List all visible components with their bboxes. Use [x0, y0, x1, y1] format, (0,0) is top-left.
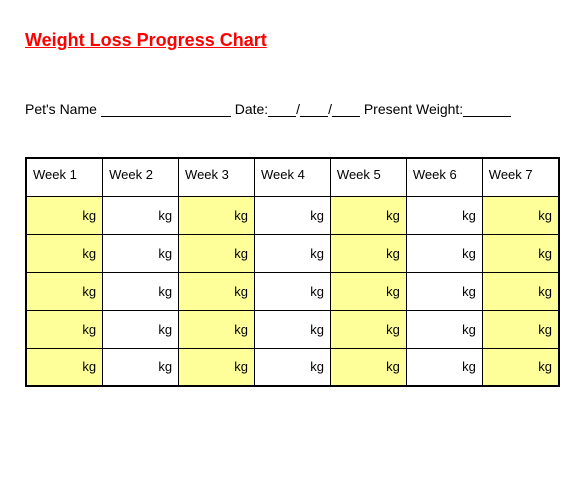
weight-cell[interactable]: kg	[179, 234, 255, 272]
column-header-week-2: Week 2	[103, 158, 179, 196]
column-header-week-4: Week 4	[254, 158, 330, 196]
table-row: kgkgkgkgkgkgkg	[26, 310, 559, 348]
weight-cell[interactable]: kg	[482, 196, 559, 234]
weight-cell[interactable]: kg	[406, 348, 482, 386]
weight-cell[interactable]: kg	[254, 234, 330, 272]
weight-cell[interactable]: kg	[482, 310, 559, 348]
weight-cell[interactable]: kg	[482, 272, 559, 310]
weight-cell[interactable]: kg	[254, 310, 330, 348]
weight-cell[interactable]: kg	[26, 234, 103, 272]
table-row: kgkgkgkgkgkgkg	[26, 234, 559, 272]
weight-cell[interactable]: kg	[254, 272, 330, 310]
page-title: Weight Loss Progress Chart	[25, 30, 560, 51]
date-year-line[interactable]	[332, 103, 360, 117]
weight-cell[interactable]: kg	[330, 234, 406, 272]
weight-cell[interactable]: kg	[103, 196, 179, 234]
date-month-line[interactable]	[268, 103, 296, 117]
weight-cell[interactable]: kg	[330, 196, 406, 234]
weight-cell[interactable]: kg	[179, 310, 255, 348]
weight-cell[interactable]: kg	[26, 196, 103, 234]
weight-cell[interactable]: kg	[406, 196, 482, 234]
form-line: Pet's Name Date:// Present Weight:	[25, 101, 560, 117]
weight-cell[interactable]: kg	[406, 310, 482, 348]
weight-cell[interactable]: kg	[179, 272, 255, 310]
weight-cell[interactable]: kg	[103, 348, 179, 386]
weight-cell[interactable]: kg	[330, 310, 406, 348]
weight-cell[interactable]: kg	[103, 234, 179, 272]
weight-cell[interactable]: kg	[482, 234, 559, 272]
table-header-row: Week 1Week 2Week 3Week 4Week 5Week 6Week…	[26, 158, 559, 196]
weight-cell[interactable]: kg	[482, 348, 559, 386]
weight-cell[interactable]: kg	[330, 272, 406, 310]
weight-cell[interactable]: kg	[179, 348, 255, 386]
weight-cell[interactable]: kg	[26, 348, 103, 386]
weight-cell[interactable]: kg	[179, 196, 255, 234]
weight-cell[interactable]: kg	[406, 272, 482, 310]
weight-cell[interactable]: kg	[103, 310, 179, 348]
weight-cell[interactable]: kg	[26, 272, 103, 310]
weight-cell[interactable]: kg	[406, 234, 482, 272]
table-row: kgkgkgkgkgkgkg	[26, 196, 559, 234]
weight-cell[interactable]: kg	[254, 196, 330, 234]
column-header-week-5: Week 5	[330, 158, 406, 196]
table-row: kgkgkgkgkgkgkg	[26, 272, 559, 310]
date-day-line[interactable]	[300, 103, 328, 117]
weight-table: Week 1Week 2Week 3Week 4Week 5Week 6Week…	[25, 157, 560, 387]
present-weight-label: Present Weight:	[364, 101, 463, 117]
weight-cell[interactable]: kg	[254, 348, 330, 386]
column-header-week-1: Week 1	[26, 158, 103, 196]
table-row: kgkgkgkgkgkgkg	[26, 348, 559, 386]
column-header-week-7: Week 7	[482, 158, 559, 196]
name-label: Pet's Name	[25, 101, 97, 117]
column-header-week-3: Week 3	[179, 158, 255, 196]
weight-cell[interactable]: kg	[26, 310, 103, 348]
name-input-line[interactable]	[101, 103, 231, 117]
present-weight-line[interactable]	[463, 103, 511, 117]
column-header-week-6: Week 6	[406, 158, 482, 196]
weight-cell[interactable]: kg	[103, 272, 179, 310]
date-label: Date:	[235, 101, 268, 117]
weight-cell[interactable]: kg	[330, 348, 406, 386]
